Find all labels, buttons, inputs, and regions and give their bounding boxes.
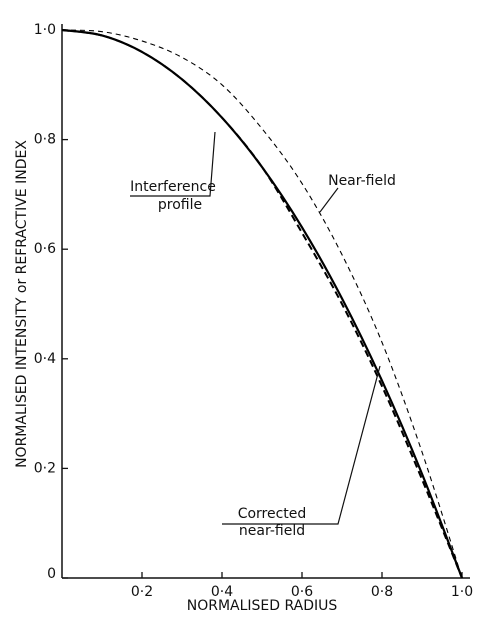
y-tick-label: 0: [47, 566, 56, 582]
y-axis-label: NORMALISED INTENSITY or REFRACTIVE INDEX: [14, 140, 30, 468]
y-tick-label: 0·2: [34, 460, 56, 476]
series-line: [61, 28, 464, 579]
y-tick-label: 1·0: [34, 22, 56, 38]
annotation: near-field: [239, 523, 305, 539]
x-tick-label: 0·8: [371, 584, 393, 600]
y-tick-label: 0·8: [34, 132, 56, 148]
x-tick-label: 0·4: [211, 584, 233, 600]
x-tick-label: 0·2: [131, 584, 153, 600]
series-line: [61, 29, 463, 579]
annotation: Interference: [130, 179, 216, 195]
annotation-leader: [130, 131, 216, 197]
x-axis-label: NORMALISED RADIUS: [187, 598, 338, 614]
annotation: profile: [158, 197, 202, 213]
series-line: [61, 29, 463, 579]
x-tick-label: 0·6: [291, 584, 313, 600]
annotation: Near-field: [328, 173, 396, 189]
annotation-leader: [222, 365, 381, 525]
annotation-leader: [319, 187, 339, 213]
x-tick-label: 1·0: [451, 584, 473, 600]
y-tick-label: 0·6: [34, 241, 56, 257]
y-tick-label: 0·4: [34, 351, 56, 367]
annotation: Corrected: [238, 506, 307, 522]
